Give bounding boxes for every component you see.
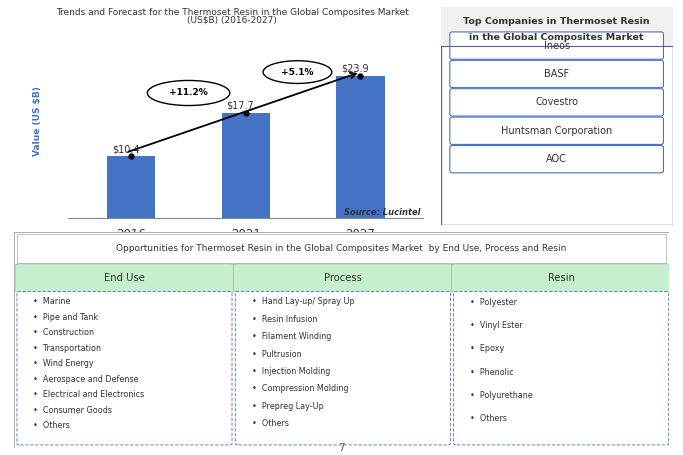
Text: (US$B) (2016-2027): (US$B) (2016-2027) [187,15,277,24]
Text: •  Phenolic: • Phenolic [470,368,514,377]
Text: +5.1%: +5.1% [281,68,313,76]
FancyBboxPatch shape [15,264,234,292]
Bar [337,76,385,218]
FancyBboxPatch shape [451,264,671,292]
FancyBboxPatch shape [441,7,673,46]
Text: •  Vinyl Ester: • Vinyl Ester [470,321,522,330]
Text: •  Polyester: • Polyester [470,298,517,307]
Text: •  Epoxy: • Epoxy [470,344,504,354]
Ellipse shape [263,61,332,83]
FancyBboxPatch shape [14,232,669,448]
Text: •  Hand Lay-up/ Spray Up: • Hand Lay-up/ Spray Up [251,298,354,306]
Text: Covestro: Covestro [535,97,578,107]
FancyBboxPatch shape [454,292,669,445]
FancyBboxPatch shape [450,146,663,173]
FancyBboxPatch shape [234,264,452,292]
Text: •  Construction: • Construction [33,328,94,337]
Text: Huntsman Corporation: Huntsman Corporation [501,126,612,136]
Text: $23.9: $23.9 [341,64,369,74]
FancyBboxPatch shape [17,292,232,445]
Text: •  Consumer Goods: • Consumer Goods [33,405,112,415]
Text: Top Companies in Thermoset Resin: Top Companies in Thermoset Resin [463,16,650,25]
Text: •  Pipe and Tank: • Pipe and Tank [33,313,98,322]
Text: •  Others: • Others [251,420,288,428]
FancyBboxPatch shape [450,117,663,144]
Text: BASF: BASF [544,69,569,79]
FancyBboxPatch shape [450,61,663,88]
Text: •  Aerospace and Defense: • Aerospace and Defense [33,374,139,384]
Text: •  Compression Molding: • Compression Molding [251,384,348,394]
Text: Source: Lucintel: Source: Lucintel [344,207,420,217]
Text: •  Others: • Others [470,414,507,423]
Text: 7: 7 [338,443,345,453]
Text: •  Transportation: • Transportation [33,344,101,353]
Text: •  Pultrusion: • Pultrusion [251,349,301,359]
Text: Trends and Forecast for the Thermoset Resin in the Global Composites Market: Trends and Forecast for the Thermoset Re… [56,8,408,17]
FancyBboxPatch shape [450,32,663,59]
Text: •  Marine: • Marine [33,297,71,306]
Bar [222,113,270,218]
Text: +11.2%: +11.2% [169,88,208,97]
Text: •  Filament Winding: • Filament Winding [251,332,331,341]
Text: Value (US $B): Value (US $B) [33,86,42,156]
Text: Ineos: Ineos [544,40,570,51]
Text: End Use: End Use [104,273,145,283]
Text: Opportunities for Thermoset Resin in the Global Composites Market  by End Use, P: Opportunities for Thermoset Resin in the… [116,244,567,253]
Text: AOC: AOC [546,154,567,164]
Text: •  Polyurethane: • Polyurethane [470,391,533,400]
Text: •  Others: • Others [33,421,70,430]
Text: $10.4: $10.4 [112,145,139,155]
Text: •  Electrical and Electronics: • Electrical and Electronics [33,390,145,399]
Ellipse shape [148,81,230,106]
Text: Process: Process [324,273,362,283]
Bar [107,157,155,218]
FancyBboxPatch shape [441,7,673,225]
Text: $17.7: $17.7 [226,101,254,111]
Text: Resin: Resin [548,273,574,283]
Text: •  Injection Molding: • Injection Molding [251,367,330,376]
FancyBboxPatch shape [235,292,450,445]
Text: •  Resin Infusion: • Resin Infusion [251,315,317,324]
FancyBboxPatch shape [450,89,663,116]
FancyBboxPatch shape [17,234,666,263]
Text: •  Wind Energy: • Wind Energy [33,359,94,368]
Text: in the Global Composites Market: in the Global Composites Market [469,33,644,42]
Text: •  Prepreg Lay-Up: • Prepreg Lay-Up [251,402,324,411]
